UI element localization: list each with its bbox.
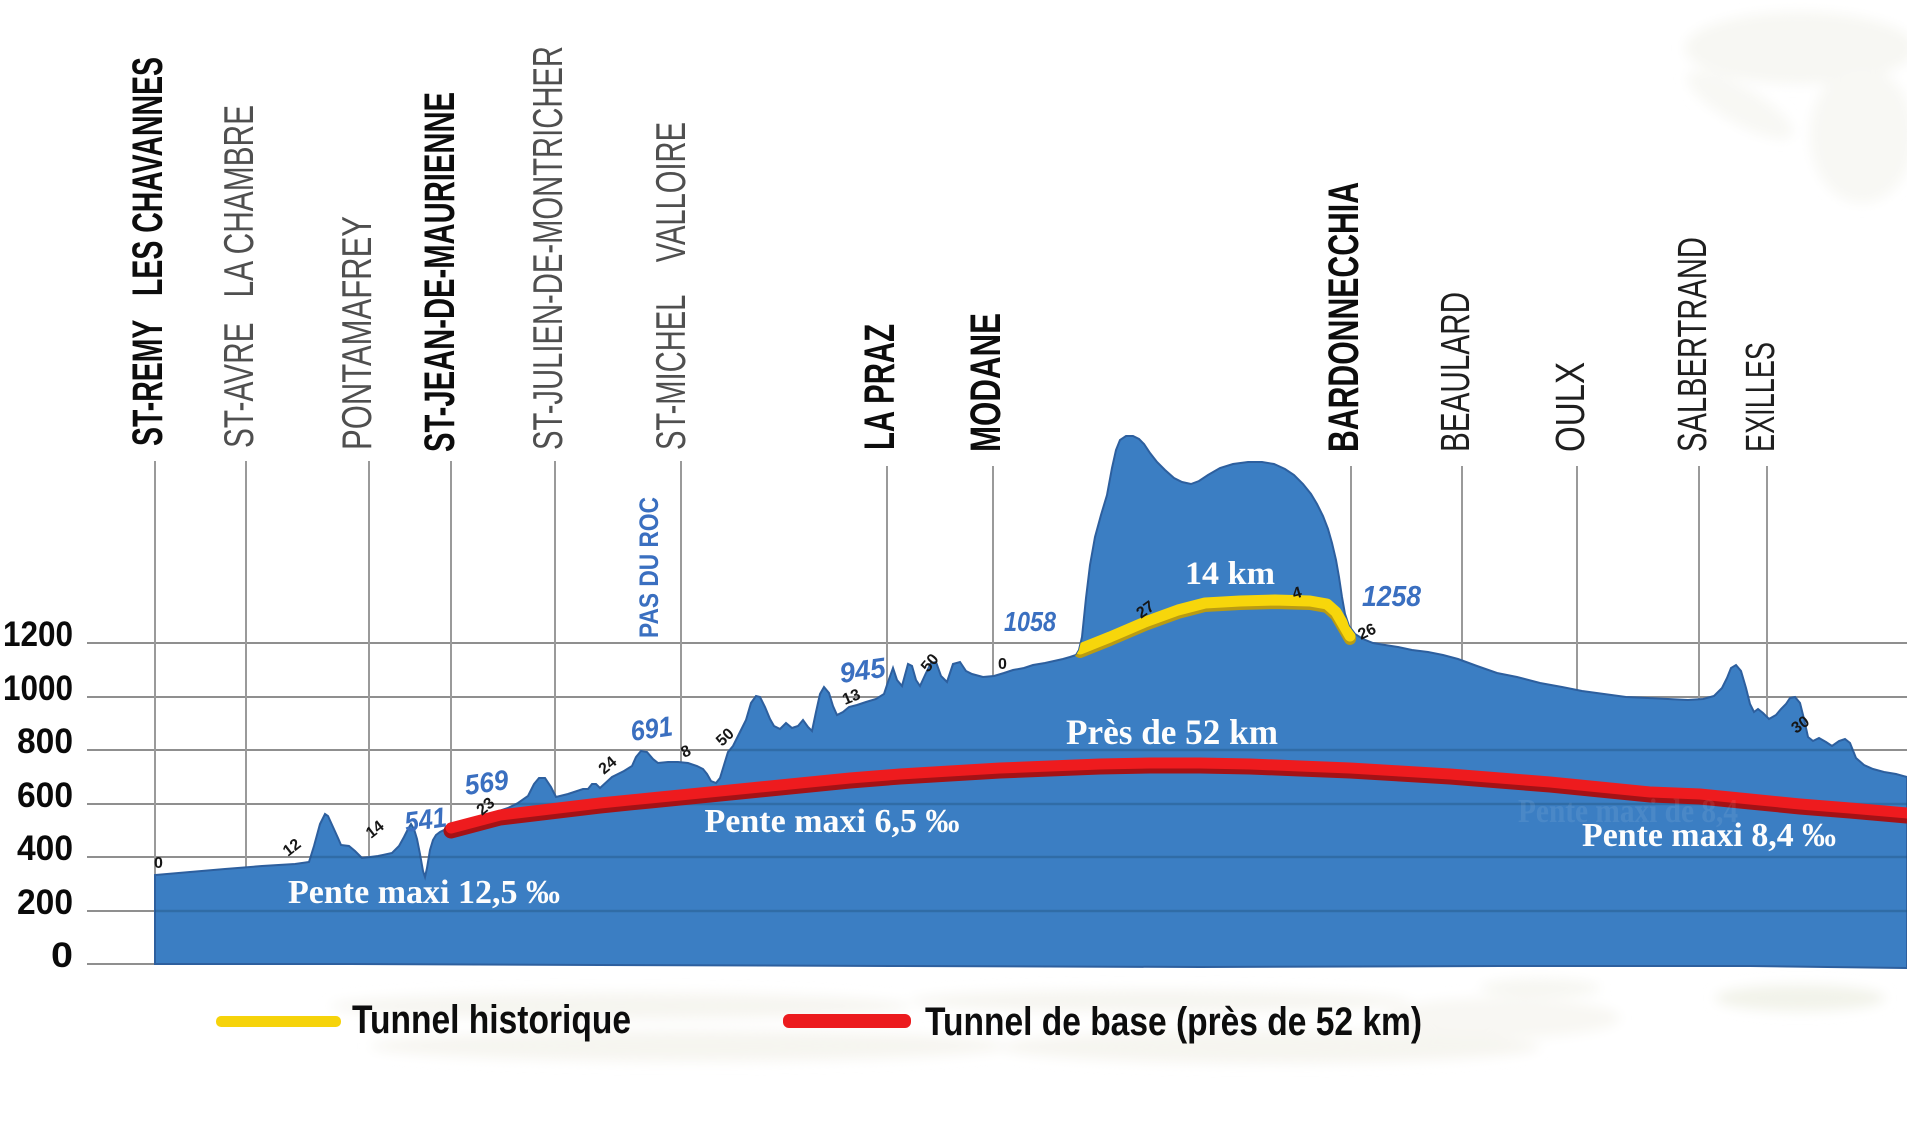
svg-text:Tunnel de base (près de 52 km): Tunnel de base (près de 52 km) <box>925 1000 1422 1044</box>
svg-text:PONTAMAFREY: PONTAMAFREY <box>333 216 380 450</box>
svg-text:Pente maxi 8,4 ‰: Pente maxi 8,4 ‰ <box>1582 817 1836 854</box>
svg-text:14 km: 14 km <box>1185 556 1275 592</box>
svg-text:569: 569 <box>463 764 511 801</box>
svg-text:0: 0 <box>998 656 1007 673</box>
svg-text:400: 400 <box>17 829 73 868</box>
svg-text:ST-REMY LES CHAVANNES: ST-REMY LES CHAVANNES <box>124 57 172 446</box>
svg-text:ST-JEAN-DE-MAURIENNE: ST-JEAN-DE-MAURIENNE <box>416 92 464 452</box>
svg-text:PAS DU ROC: PAS DU ROC <box>634 497 664 638</box>
svg-text:SALBERTRAND: SALBERTRAND <box>1669 237 1715 452</box>
svg-text:26: 26 <box>1356 621 1379 644</box>
svg-text:LA PRAZ: LA PRAZ <box>856 324 904 450</box>
svg-text:4: 4 <box>1291 584 1304 603</box>
svg-text:ST-AVRE LA CHAMBRE: ST-AVRE LA CHAMBRE <box>215 105 262 448</box>
svg-text:1200: 1200 <box>3 615 73 654</box>
svg-text:0: 0 <box>51 936 73 975</box>
svg-text:Près de 52 km: Près de 52 km <box>1066 712 1278 752</box>
svg-text:OULX: OULX <box>1547 362 1593 452</box>
svg-text:EXILLES: EXILLES <box>1737 342 1783 452</box>
svg-text:0: 0 <box>154 855 163 872</box>
svg-text:BEAULARD: BEAULARD <box>1432 292 1478 452</box>
svg-text:1000: 1000 <box>3 669 73 708</box>
svg-text:MODANE: MODANE <box>962 313 1010 452</box>
svg-text:ST-JULIEN-DE-MONTRICHER: ST-JULIEN-DE-MONTRICHER <box>524 46 571 450</box>
svg-text:14: 14 <box>363 818 388 842</box>
svg-text:ST-MICHEL VALLOIRE: ST-MICHEL VALLOIRE <box>647 122 694 450</box>
svg-text:Pente maxi 12,5 ‰: Pente maxi 12,5 ‰ <box>288 874 560 911</box>
svg-text:BARDONNECCHIA: BARDONNECCHIA <box>1320 182 1368 452</box>
svg-text:13: 13 <box>840 686 863 708</box>
svg-text:800: 800 <box>17 722 73 761</box>
svg-text:Pente maxi de 8,4: Pente maxi de 8,4 <box>1518 793 1738 830</box>
svg-text:945: 945 <box>838 652 888 689</box>
svg-text:200: 200 <box>17 883 73 922</box>
svg-text:541: 541 <box>403 801 449 838</box>
svg-text:1258: 1258 <box>1362 581 1422 613</box>
svg-text:600: 600 <box>17 776 73 815</box>
svg-text:Tunnel historique: Tunnel historique <box>352 998 631 1042</box>
svg-text:Pente maxi 6,5 ‰: Pente maxi 6,5 ‰ <box>705 803 960 840</box>
svg-text:691: 691 <box>629 710 675 747</box>
svg-text:1058: 1058 <box>1004 606 1056 637</box>
